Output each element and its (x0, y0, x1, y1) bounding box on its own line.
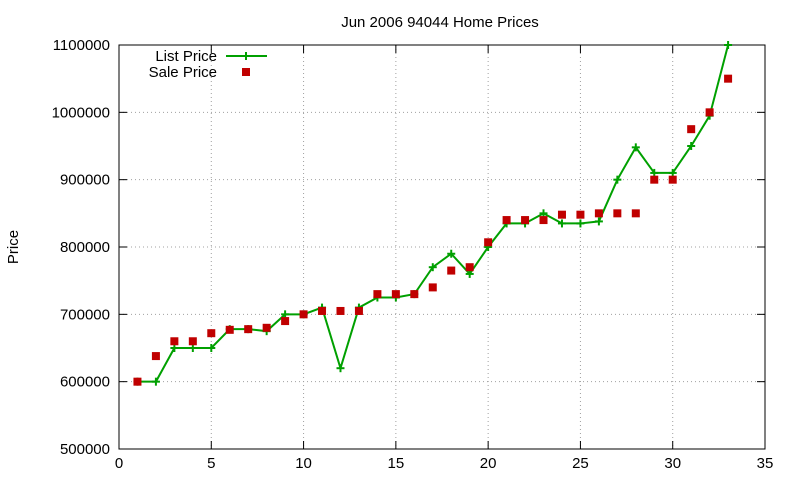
x-tick-label: 25 (572, 455, 589, 472)
y-tick-label: 1000000 (52, 104, 110, 121)
data-point (151, 352, 160, 361)
data-point (299, 310, 308, 319)
data-point (188, 337, 197, 346)
data-point (151, 377, 160, 386)
y-tick-label: 800000 (60, 239, 110, 256)
data-point (687, 125, 696, 134)
data-point (336, 306, 345, 315)
data-point (391, 290, 400, 299)
data-point (576, 210, 585, 219)
data-point (336, 364, 345, 373)
legend-marker (242, 52, 250, 60)
data-point (613, 175, 622, 184)
data-point (613, 209, 622, 218)
data-point (207, 329, 216, 338)
data-point (170, 337, 179, 346)
series-0 (133, 41, 733, 386)
chart-title: Jun 2006 94044 Home Prices (341, 14, 539, 31)
data-point (281, 317, 290, 326)
x-tick-label: 15 (388, 455, 405, 472)
data-point (484, 238, 493, 247)
legend-label: List Price (155, 48, 217, 65)
data-point (262, 323, 271, 332)
data-point (650, 175, 659, 184)
data-point (668, 168, 677, 177)
legend-marker (242, 68, 250, 76)
y-tick-label: 600000 (60, 374, 110, 391)
data-point (188, 344, 197, 352)
data-point (576, 219, 585, 228)
data-point (594, 217, 603, 226)
series-1 (133, 74, 733, 386)
data-point (428, 283, 437, 292)
x-tick-label: 10 (295, 455, 312, 472)
data-point (539, 209, 548, 218)
data-point (724, 41, 733, 49)
data-point (539, 216, 548, 225)
data-point (668, 175, 677, 184)
data-point (594, 209, 603, 218)
data-point (281, 310, 290, 319)
data-point (557, 210, 566, 219)
data-point (557, 219, 566, 228)
series (133, 41, 733, 386)
data-point (225, 325, 234, 334)
y-axis-label: Price (5, 230, 22, 264)
data-point (631, 209, 640, 218)
data-point (465, 269, 474, 278)
data-point (447, 249, 456, 258)
x-tick-label: 35 (757, 455, 774, 472)
y-tick-label: 1100000 (53, 37, 110, 54)
x-tick-label: 30 (664, 455, 681, 472)
data-point (428, 263, 437, 272)
data-point (207, 344, 216, 352)
legend-label: Sale Price (149, 64, 217, 81)
data-point (705, 108, 714, 117)
data-point (244, 325, 253, 334)
data-point (687, 142, 696, 150)
data-point (650, 168, 659, 177)
data-point (521, 216, 530, 225)
y-tick-label: 700000 (60, 306, 110, 323)
data-point (631, 143, 640, 152)
data-point (373, 290, 382, 299)
data-point (447, 266, 456, 275)
data-point (465, 263, 474, 272)
y-tick-label: 500000 (60, 441, 110, 458)
grid (119, 45, 765, 449)
data-point (354, 306, 363, 315)
data-point (170, 344, 179, 352)
data-point (502, 216, 511, 225)
x-tick-label: 20 (480, 455, 497, 472)
y-tick-label: 900000 (60, 172, 110, 189)
data-point (724, 74, 733, 83)
x-tick-label: 0 (115, 455, 123, 472)
data-point (318, 306, 327, 315)
data-point (410, 290, 419, 299)
data-point (133, 377, 142, 386)
axes: 0 5 10 15 20 25 30 35 500000 600000 700000 800000 90… (52, 37, 774, 472)
x-tick-label: 5 (207, 455, 215, 472)
